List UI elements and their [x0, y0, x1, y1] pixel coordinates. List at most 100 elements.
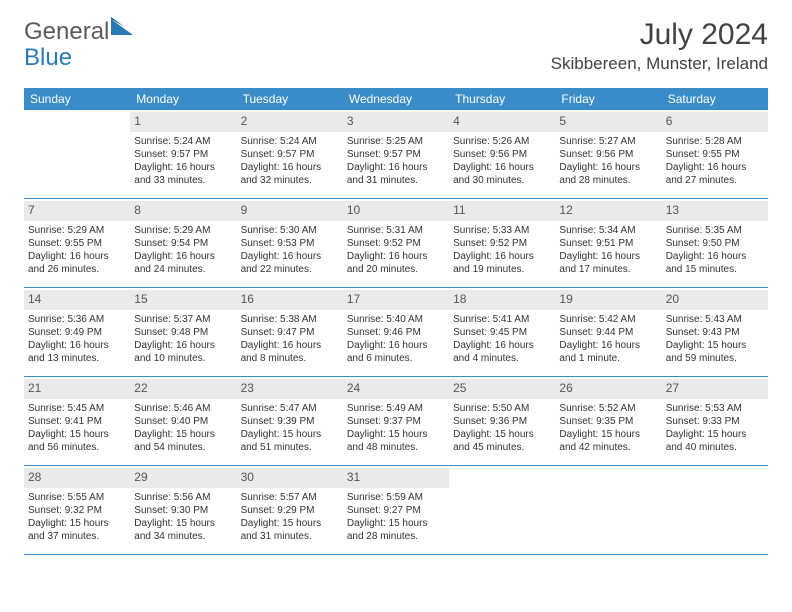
calendar-day-cell: 15Sunrise: 5:37 AMSunset: 9:48 PMDayligh…	[130, 288, 236, 376]
daylight-text: and 31 minutes.	[347, 174, 445, 187]
sunset-text: Sunset: 9:45 PM	[453, 326, 551, 339]
calendar-day-cell: 3Sunrise: 5:25 AMSunset: 9:57 PMDaylight…	[343, 110, 449, 198]
daylight-text: and 6 minutes.	[347, 352, 445, 365]
sunrise-text: Sunrise: 5:57 AM	[241, 491, 339, 504]
weekday-header: Friday	[555, 88, 661, 110]
daylight-text: Daylight: 16 hours	[347, 161, 445, 174]
sunrise-text: Sunrise: 5:28 AM	[666, 135, 764, 148]
day-number: 12	[555, 201, 661, 221]
day-number: 7	[24, 201, 130, 221]
calendar-week-row: 1Sunrise: 5:24 AMSunset: 9:57 PMDaylight…	[24, 110, 768, 199]
daylight-text: and 40 minutes.	[666, 441, 764, 454]
daylight-text: and 4 minutes.	[453, 352, 551, 365]
sunset-text: Sunset: 9:29 PM	[241, 504, 339, 517]
sunset-text: Sunset: 9:30 PM	[134, 504, 232, 517]
sunset-text: Sunset: 9:56 PM	[559, 148, 657, 161]
sunset-text: Sunset: 9:56 PM	[453, 148, 551, 161]
calendar-day-cell: 20Sunrise: 5:43 AMSunset: 9:43 PMDayligh…	[662, 288, 768, 376]
daylight-text: and 56 minutes.	[28, 441, 126, 454]
calendar-day-cell: 19Sunrise: 5:42 AMSunset: 9:44 PMDayligh…	[555, 288, 661, 376]
day-number: 14	[24, 290, 130, 310]
day-number: 4	[449, 112, 555, 132]
daylight-text: and 37 minutes.	[28, 530, 126, 543]
calendar-day-cell: 31Sunrise: 5:59 AMSunset: 9:27 PMDayligh…	[343, 466, 449, 554]
sunset-text: Sunset: 9:33 PM	[666, 415, 764, 428]
calendar-day-cell: 21Sunrise: 5:45 AMSunset: 9:41 PMDayligh…	[24, 377, 130, 465]
sunset-text: Sunset: 9:55 PM	[28, 237, 126, 250]
day-number: 30	[237, 468, 343, 488]
daylight-text: Daylight: 15 hours	[28, 428, 126, 441]
day-number: 10	[343, 201, 449, 221]
calendar-day-cell: 17Sunrise: 5:40 AMSunset: 9:46 PMDayligh…	[343, 288, 449, 376]
day-number: 13	[662, 201, 768, 221]
calendar-day-cell: 12Sunrise: 5:34 AMSunset: 9:51 PMDayligh…	[555, 199, 661, 287]
daylight-text: and 30 minutes.	[453, 174, 551, 187]
sunrise-text: Sunrise: 5:33 AM	[453, 224, 551, 237]
day-number: 17	[343, 290, 449, 310]
sunrise-text: Sunrise: 5:59 AM	[347, 491, 445, 504]
sunset-text: Sunset: 9:43 PM	[666, 326, 764, 339]
daylight-text: and 17 minutes.	[559, 263, 657, 276]
calendar-day-cell: 27Sunrise: 5:53 AMSunset: 9:33 PMDayligh…	[662, 377, 768, 465]
sunset-text: Sunset: 9:54 PM	[134, 237, 232, 250]
sunrise-text: Sunrise: 5:53 AM	[666, 402, 764, 415]
day-number: 1	[130, 112, 236, 132]
page-header: General July 2024 Skibbereen, Munster, I…	[0, 0, 792, 80]
weekday-header: Sunday	[24, 88, 130, 110]
calendar-week-row: 21Sunrise: 5:45 AMSunset: 9:41 PMDayligh…	[24, 377, 768, 466]
daylight-text: and 54 minutes.	[134, 441, 232, 454]
daylight-text: Daylight: 16 hours	[559, 339, 657, 352]
sunset-text: Sunset: 9:35 PM	[559, 415, 657, 428]
sunrise-text: Sunrise: 5:31 AM	[347, 224, 445, 237]
sunset-text: Sunset: 9:55 PM	[666, 148, 764, 161]
title-block: July 2024 Skibbereen, Munster, Ireland	[551, 18, 768, 74]
calendar-week-row: 14Sunrise: 5:36 AMSunset: 9:49 PMDayligh…	[24, 288, 768, 377]
calendar-empty-cell	[449, 466, 555, 554]
daylight-text: and 13 minutes.	[28, 352, 126, 365]
daylight-text: and 22 minutes.	[241, 263, 339, 276]
calendar-day-cell: 10Sunrise: 5:31 AMSunset: 9:52 PMDayligh…	[343, 199, 449, 287]
sunset-text: Sunset: 9:47 PM	[241, 326, 339, 339]
sunrise-text: Sunrise: 5:25 AM	[347, 135, 445, 148]
daylight-text: Daylight: 15 hours	[559, 428, 657, 441]
calendar-day-cell: 29Sunrise: 5:56 AMSunset: 9:30 PMDayligh…	[130, 466, 236, 554]
brand-text-blue: Blue	[24, 44, 72, 72]
daylight-text: Daylight: 16 hours	[347, 339, 445, 352]
daylight-text: Daylight: 16 hours	[453, 250, 551, 263]
daylight-text: Daylight: 15 hours	[666, 339, 764, 352]
weekday-header: Wednesday	[343, 88, 449, 110]
calendar-day-cell: 25Sunrise: 5:50 AMSunset: 9:36 PMDayligh…	[449, 377, 555, 465]
daylight-text: and 26 minutes.	[28, 263, 126, 276]
daylight-text: and 19 minutes.	[453, 263, 551, 276]
calendar-day-cell: 4Sunrise: 5:26 AMSunset: 9:56 PMDaylight…	[449, 110, 555, 198]
day-number: 31	[343, 468, 449, 488]
day-number: 18	[449, 290, 555, 310]
sunset-text: Sunset: 9:32 PM	[28, 504, 126, 517]
daylight-text: Daylight: 15 hours	[241, 428, 339, 441]
day-number: 16	[237, 290, 343, 310]
sunset-text: Sunset: 9:57 PM	[347, 148, 445, 161]
daylight-text: and 20 minutes.	[347, 263, 445, 276]
daylight-text: Daylight: 16 hours	[134, 339, 232, 352]
daylight-text: Daylight: 15 hours	[453, 428, 551, 441]
sunrise-text: Sunrise: 5:29 AM	[134, 224, 232, 237]
sunset-text: Sunset: 9:39 PM	[241, 415, 339, 428]
sunrise-text: Sunrise: 5:29 AM	[28, 224, 126, 237]
calendar-day-cell: 9Sunrise: 5:30 AMSunset: 9:53 PMDaylight…	[237, 199, 343, 287]
daylight-text: Daylight: 16 hours	[559, 250, 657, 263]
daylight-text: Daylight: 15 hours	[666, 428, 764, 441]
daylight-text: Daylight: 15 hours	[347, 428, 445, 441]
daylight-text: Daylight: 16 hours	[241, 339, 339, 352]
sunset-text: Sunset: 9:44 PM	[559, 326, 657, 339]
sunrise-text: Sunrise: 5:38 AM	[241, 313, 339, 326]
daylight-text: and 10 minutes.	[134, 352, 232, 365]
daylight-text: and 28 minutes.	[559, 174, 657, 187]
calendar-week-row: 7Sunrise: 5:29 AMSunset: 9:55 PMDaylight…	[24, 199, 768, 288]
calendar-day-cell: 1Sunrise: 5:24 AMSunset: 9:57 PMDaylight…	[130, 110, 236, 198]
sunrise-text: Sunrise: 5:27 AM	[559, 135, 657, 148]
sunset-text: Sunset: 9:57 PM	[241, 148, 339, 161]
day-number: 22	[130, 379, 236, 399]
daylight-text: Daylight: 16 hours	[453, 339, 551, 352]
daylight-text: Daylight: 16 hours	[28, 250, 126, 263]
sunset-text: Sunset: 9:57 PM	[134, 148, 232, 161]
